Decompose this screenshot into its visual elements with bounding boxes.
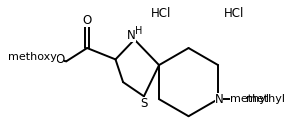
Text: H: H	[135, 26, 143, 36]
Text: methoxy: methoxy	[8, 52, 57, 62]
Text: methyl: methyl	[246, 94, 285, 104]
Text: N: N	[215, 93, 223, 106]
Text: HCl: HCl	[151, 7, 171, 20]
Text: O: O	[82, 14, 92, 27]
Text: S: S	[140, 97, 148, 110]
Text: methyl: methyl	[230, 94, 269, 104]
Text: HCl: HCl	[224, 7, 244, 20]
Text: O: O	[55, 53, 64, 66]
Text: N: N	[127, 29, 136, 42]
